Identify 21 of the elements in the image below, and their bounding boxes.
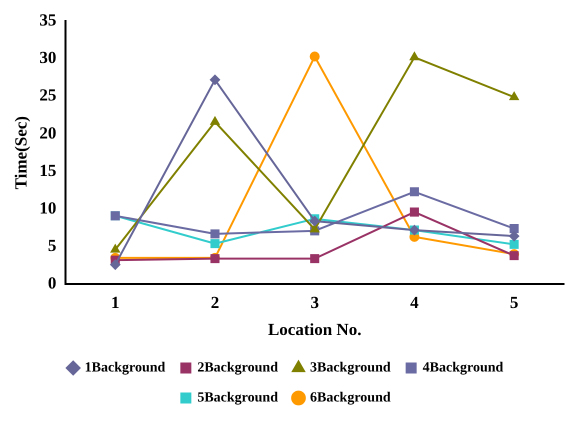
y-tick-label: 25	[39, 86, 56, 105]
y-tick-label: 10	[39, 198, 56, 218]
x-tick-label: 4	[410, 292, 420, 312]
x-tick-label: 2	[210, 292, 220, 312]
y-tick-label: 20	[39, 123, 56, 142]
legend-label: 5Background	[197, 390, 278, 406]
legend-label: 1Background	[84, 360, 166, 376]
legend-label: 3Background	[310, 360, 391, 376]
x-tick-label: 1	[111, 292, 120, 312]
legend-label: 2Background	[197, 360, 278, 376]
legend-label: 4Background	[422, 360, 504, 376]
legend-label: 6Background	[310, 390, 391, 406]
x-axis-title: Location No.	[268, 320, 362, 340]
x-tick-label: 3	[310, 292, 319, 312]
y-axis-title: Time(Sec)	[12, 116, 31, 190]
y-tick-label: 5	[48, 236, 56, 256]
y-tick-label: 15	[39, 160, 56, 180]
y-tick-label: 30	[39, 48, 56, 68]
x-tick-label: 5	[510, 292, 518, 312]
y-tick-label: 0	[48, 274, 56, 293]
y-tick-label: 35	[39, 10, 56, 30]
